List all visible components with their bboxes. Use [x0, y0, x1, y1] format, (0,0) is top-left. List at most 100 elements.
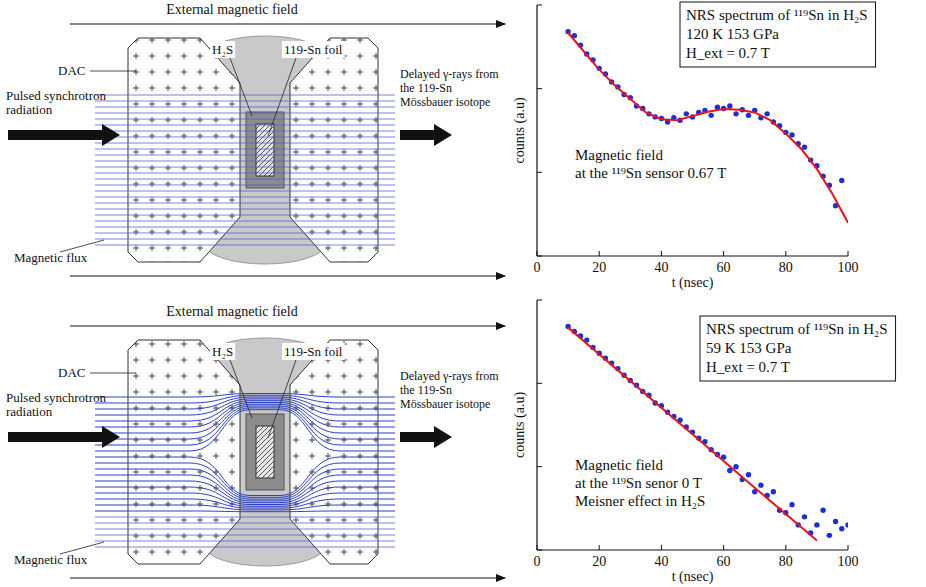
x-tick-label: 0: [534, 554, 541, 569]
annotation-line: Meisner effect in H₂S: [575, 493, 705, 509]
data-point: [845, 522, 848, 527]
flux-line: [95, 505, 395, 510]
flux-line: [95, 493, 395, 506]
flux-line: [95, 541, 395, 542]
flux-line: [95, 203, 395, 204]
beam-label: Pulsed synchrotronradiation: [6, 390, 107, 419]
data-point: [789, 502, 794, 507]
x-tick-label: 0: [534, 260, 541, 275]
y-tick: [537, 5, 542, 6]
dac-diagram: External magnetic fieldPulsed synchrotro…: [6, 304, 505, 578]
data-point: [708, 113, 713, 118]
x-tick: [661, 545, 662, 550]
flux-line: [95, 215, 395, 216]
foil-label: 119-Sn foil: [284, 42, 343, 57]
flux-line: [95, 209, 395, 210]
x-tick-label: 20: [592, 260, 606, 275]
x-tick: [599, 251, 600, 256]
y-axis: [536, 5, 537, 256]
leader-line: [60, 240, 104, 252]
field-arrow: [70, 577, 505, 578]
flux-line: [95, 517, 395, 518]
data-point: [746, 113, 751, 118]
flux-line: [95, 463, 395, 497]
flux-line: [95, 95, 395, 96]
flux-line: [95, 408, 395, 445]
info-box-frame: [680, 2, 876, 67]
beam-arrow: [8, 124, 120, 146]
flux-line: [95, 191, 395, 192]
info-box-frame: [700, 316, 896, 381]
x-axis: [537, 255, 848, 256]
text-line: Pulsed synchrotron: [6, 390, 107, 405]
flux-line: [95, 239, 395, 240]
x-tick-label: 20: [592, 554, 606, 569]
x-tick: [661, 251, 662, 256]
flux-line: [95, 137, 395, 138]
y-axis-title: counts (a.u): [512, 392, 528, 458]
flux-line: [95, 245, 395, 246]
x-tick: [723, 251, 724, 256]
data-point: [802, 514, 807, 519]
x-tick-label: 60: [717, 260, 731, 275]
output-label: Delayed γ-rays fromthe 119-SnMössbauer i…: [400, 369, 499, 411]
x-tick: [537, 545, 538, 550]
data-point: [733, 111, 738, 116]
diamond-anvil: [290, 340, 378, 564]
flux-line: [95, 221, 395, 222]
nrs-chart: 020406080100t (nsec)counts (a.u)NRS spec…: [512, 300, 896, 585]
output-label: Delayed γ-rays fromthe 119-SnMössbauer i…: [400, 67, 499, 109]
flux-line: [95, 125, 395, 126]
flux-line: [95, 143, 395, 144]
dac-label: DAC: [58, 63, 85, 78]
flux-line: [95, 173, 395, 174]
nrs-chart: 020406080100t (nsec)counts (a.u)NRS spec…: [512, 2, 876, 291]
flux-line: [95, 475, 395, 501]
data-point: [733, 464, 738, 469]
data-point: [727, 103, 732, 108]
flux-line: [95, 401, 395, 421]
beam-arrow: [400, 426, 452, 448]
sn-foil: [256, 426, 274, 478]
x-tick-label: 40: [654, 554, 668, 569]
flux-line: [95, 119, 395, 120]
x-tick-label: 60: [717, 554, 731, 569]
x-tick: [537, 251, 538, 256]
fit-line: [568, 328, 817, 541]
sample-label: H₂S: [212, 42, 233, 57]
info-box-line: H_ext = 0.7 T: [686, 45, 770, 61]
info-box-line: NRS spectrum of ¹¹⁹Sn in H₂S: [686, 7, 868, 23]
y-tick: [537, 256, 542, 257]
text-line: Pulsed synchrotron: [6, 88, 107, 103]
text-line: Mössbauer isotope: [400, 397, 490, 411]
flux-line: [95, 535, 395, 536]
h2s-sample: [246, 112, 284, 188]
flux-line: [95, 107, 395, 108]
x-axis-title: t (nsec): [672, 275, 714, 291]
x-tick: [848, 251, 849, 256]
flux-line: [95, 185, 395, 186]
info-box-line: H_ext = 0.7 T: [706, 359, 790, 375]
x-tick: [723, 545, 724, 550]
info-box: NRS spectrum of ¹¹⁹Sn in H₂S59 K 153 GPa…: [700, 316, 896, 381]
annotation-line: Magnetic field: [575, 147, 663, 163]
data-point: [771, 489, 776, 494]
x-tick: [785, 251, 786, 256]
data-point: [827, 533, 832, 538]
x-axis-title: t (nsec): [672, 569, 714, 585]
flux-label: Magnetic flux: [14, 552, 88, 567]
flux-line: [95, 113, 395, 114]
diamond-anvil: [128, 38, 240, 262]
foil-label: 119-Sn foil: [284, 344, 343, 359]
beam-label: Pulsed synchrotronradiation: [6, 88, 107, 117]
text-line: Delayed γ-rays from: [400, 369, 499, 383]
text-line: the 119-Sn: [400, 81, 452, 95]
diamond-anvil: [290, 38, 378, 262]
flux-line: [95, 101, 395, 102]
flux-lines: [95, 95, 395, 245]
text-line: the 119-Sn: [400, 383, 452, 397]
text-line: radiation: [6, 404, 53, 419]
flux-lines: [95, 394, 395, 548]
label-patch: [210, 41, 235, 58]
h2s-sample: [246, 414, 284, 490]
